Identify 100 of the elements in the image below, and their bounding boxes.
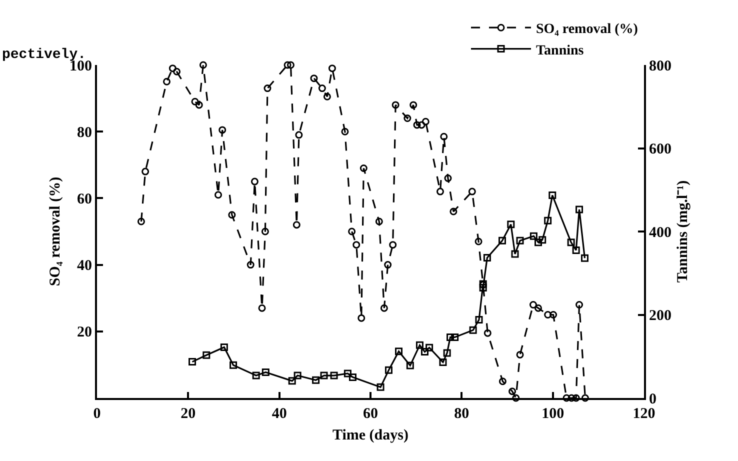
point [294,372,302,380]
y2-tick-label: 0 [649,391,656,408]
point [246,261,254,269]
point [323,92,331,100]
y-tick-label: 20 [77,324,92,341]
point [258,304,266,312]
x-tick-label: 100 [542,406,564,422]
x-tick-label: 20 [180,406,196,422]
point [581,394,589,402]
point [261,228,269,236]
point [162,78,170,86]
point [380,304,388,312]
x-tick-label: 0 [93,406,101,422]
point [422,118,430,126]
point [214,191,222,199]
point [562,394,570,402]
y-axis-title: SO₄ removal (%) [47,176,64,286]
point [410,101,418,109]
point [348,373,356,381]
point [507,220,515,228]
point [292,221,300,229]
point [328,64,336,72]
point [389,241,397,249]
point [567,238,575,246]
point [358,314,366,322]
point [516,236,524,244]
point [446,333,454,341]
point [511,250,519,258]
point [436,188,444,196]
point [534,238,542,246]
x-tick-label: 40 [272,406,287,422]
point [440,132,448,140]
point [228,211,236,219]
point [468,188,476,196]
y-tick-label: 40 [77,258,92,274]
point [195,101,203,109]
point [474,238,482,246]
point [348,228,356,236]
y-tick-label: 80 [77,124,92,141]
legend-label: Tannins [536,43,584,58]
point [320,372,328,380]
point [576,206,584,214]
point [469,326,477,334]
point [413,121,421,129]
point [538,236,546,244]
point [418,121,426,129]
point [312,376,320,384]
point [341,128,349,136]
point [420,348,428,356]
point [416,341,424,349]
point [479,284,487,292]
point [344,370,352,378]
point [406,362,414,370]
point [530,232,538,240]
legend-label: SO₄ removal (%) [536,22,638,38]
point [330,372,338,380]
point [451,333,459,341]
point [544,311,552,318]
y2-tick-label: 800 [649,58,672,74]
point [202,351,210,359]
y2-axis-title: Tannins (mg.l⁻¹) [675,180,691,283]
point [580,254,588,262]
point [288,377,296,385]
x-tick-label: 120 [632,406,656,422]
point [529,301,537,309]
point [295,131,303,139]
point [218,126,226,134]
point [512,394,520,402]
point [483,254,491,262]
point [230,361,238,369]
point [508,388,516,396]
point [168,64,176,72]
point [286,61,294,69]
point [544,216,552,224]
point [534,304,542,312]
y2-tick-label: 200 [649,308,672,324]
point [576,301,584,309]
point [191,98,199,106]
point [250,178,258,186]
y2-tick-label: 400 [649,224,672,241]
point [392,101,400,109]
point [498,236,506,244]
point [395,348,403,356]
point [310,74,318,82]
point [352,241,360,249]
point [443,349,451,357]
point [444,174,452,182]
point [484,329,492,337]
point [426,344,434,352]
point [264,84,272,92]
point [550,311,558,318]
point [188,358,196,366]
point [252,372,260,380]
point [572,246,580,254]
point [284,61,292,69]
point [439,358,447,366]
point [360,164,368,172]
point [475,316,483,324]
point [220,343,228,351]
x-tick-label: 60 [363,406,378,422]
